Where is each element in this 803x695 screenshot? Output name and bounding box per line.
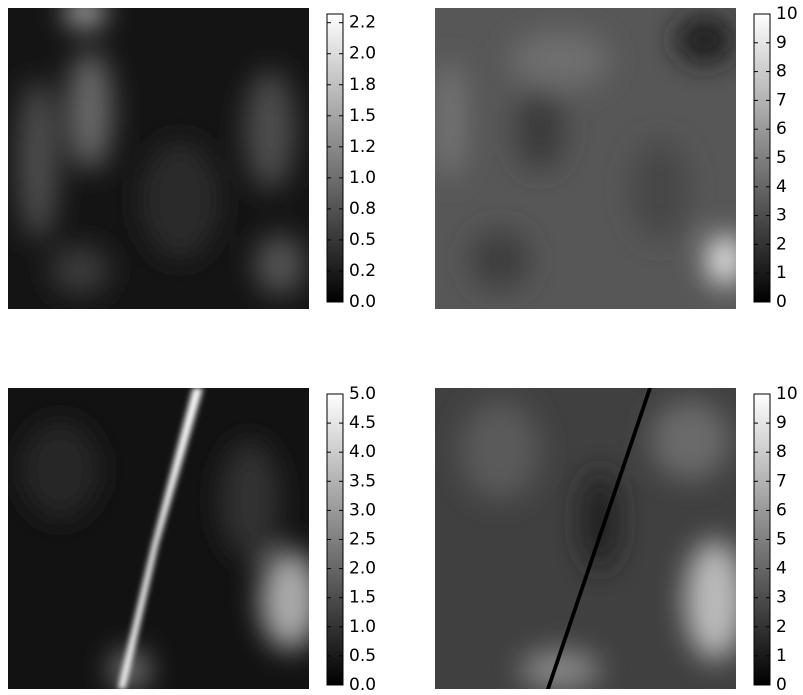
colorbar-tick-label: 2.5 xyxy=(349,530,376,550)
colorbar-tick-label: 3 xyxy=(776,588,787,608)
colorbar-tick-label: 5 xyxy=(776,530,787,550)
colorbar-tick-label: 0.8 xyxy=(349,199,376,219)
colorbar-tick-label: 2.0 xyxy=(349,44,376,64)
colorbar-tick-label: 2 xyxy=(776,234,787,254)
colorbar-tick-label: 1.0 xyxy=(349,168,376,188)
colorbar-tick-label: 1.0 xyxy=(349,617,376,637)
colorbar-tick-label: 7 xyxy=(776,90,787,110)
colorbar-tick-label: 8 xyxy=(776,442,787,462)
colorbar-tick-label: 5 xyxy=(776,148,787,168)
colorbar-tick-label: 1.5 xyxy=(349,106,376,126)
colorbar-tick-label: 1 xyxy=(776,646,787,666)
colorbar-tick-label: 6 xyxy=(776,119,787,139)
image xyxy=(435,8,743,309)
colorbar-tick-label: 10 xyxy=(776,4,798,24)
colorbar xyxy=(327,14,343,302)
colorbar-tick-label: 5.0 xyxy=(349,384,376,404)
colorbar-tick-label: 10 xyxy=(776,384,798,404)
colorbar-tick-label: 1.5 xyxy=(349,588,376,608)
colorbar-tick-label: 1.8 xyxy=(349,75,376,95)
colorbar-tick-label: 9 xyxy=(776,33,787,53)
colorbar-tick-label: 3.0 xyxy=(349,500,376,520)
figure: 0.0 0.2 0.5 0.8 1.0 1.2 1.5 1.8 2.0 2.2 0 1 2 3 4 5 6 7 8 9… xyxy=(0,0,803,695)
colorbar-tick-label: 0.0 xyxy=(349,675,376,695)
image xyxy=(8,388,320,690)
image xyxy=(435,388,745,690)
colorbar-tick-label: 4 xyxy=(776,177,787,197)
image xyxy=(8,0,309,309)
colorbar-tick-label: 3 xyxy=(776,206,787,226)
colorbar-tick-label: 4.0 xyxy=(349,442,376,462)
colorbar-tick-label: 2.2 xyxy=(349,13,376,33)
colorbar-tick-label: 0 xyxy=(776,292,787,312)
colorbar-tick-label: 3.5 xyxy=(349,471,376,491)
colorbar-tick-label: 6 xyxy=(776,500,787,520)
colorbar-tick-label: 1 xyxy=(776,263,787,283)
colorbar-tick-label: 9 xyxy=(776,413,787,433)
colorbar-tick-label: 4 xyxy=(776,559,787,579)
colorbar-tick-label: 2.0 xyxy=(349,559,376,579)
colorbar-tick-label: 1.2 xyxy=(349,137,376,157)
colorbar-tick-label: 0.2 xyxy=(349,261,376,281)
colorbar-tick-label: 8 xyxy=(776,62,787,82)
colorbar-tick-label: 0.5 xyxy=(349,646,376,666)
colorbar-tick-label: 0.0 xyxy=(349,292,376,312)
colorbar-tick-label: 7 xyxy=(776,471,787,491)
colorbar-tick-label: 0.5 xyxy=(349,230,376,250)
colorbar-tick-label: 0 xyxy=(776,675,787,695)
colorbar-tick-label: 2 xyxy=(776,617,787,637)
colorbar-tick-label: 4.5 xyxy=(349,413,376,433)
